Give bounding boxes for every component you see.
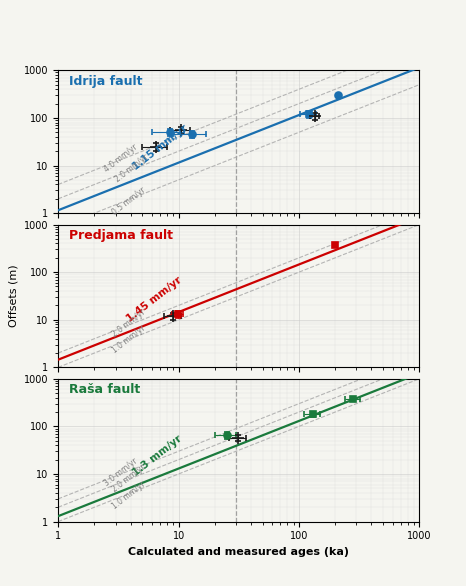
Text: 4.0 mm/yr: 4.0 mm/yr (103, 142, 139, 173)
Text: 1.45 mm/yr: 1.45 mm/yr (124, 275, 184, 324)
Text: 1.3 mm/yr: 1.3 mm/yr (131, 434, 184, 478)
Text: Idrija fault: Idrija fault (69, 74, 143, 87)
Text: 2.0 mm/yr: 2.0 mm/yr (110, 308, 147, 339)
Text: 3.0 mm/yr: 3.0 mm/yr (103, 456, 139, 488)
Text: Predjama fault: Predjama fault (69, 229, 173, 242)
Text: 1.0 mm/yr: 1.0 mm/yr (110, 323, 147, 355)
Text: 2.0 mm/yr: 2.0 mm/yr (114, 152, 150, 183)
Text: Raša fault: Raša fault (69, 383, 140, 396)
Text: 0.5 mm/yr: 0.5 mm/yr (110, 186, 147, 217)
X-axis label: Calculated and measured ages (ka): Calculated and measured ages (ka) (128, 547, 350, 557)
Y-axis label: Offsets (m): Offsets (m) (8, 265, 19, 327)
Text: 1.0 mm/yr: 1.0 mm/yr (110, 480, 147, 511)
Text: 1.15 mm/yr: 1.15 mm/yr (131, 123, 190, 172)
Text: 2.0 mm/yr: 2.0 mm/yr (110, 463, 147, 495)
